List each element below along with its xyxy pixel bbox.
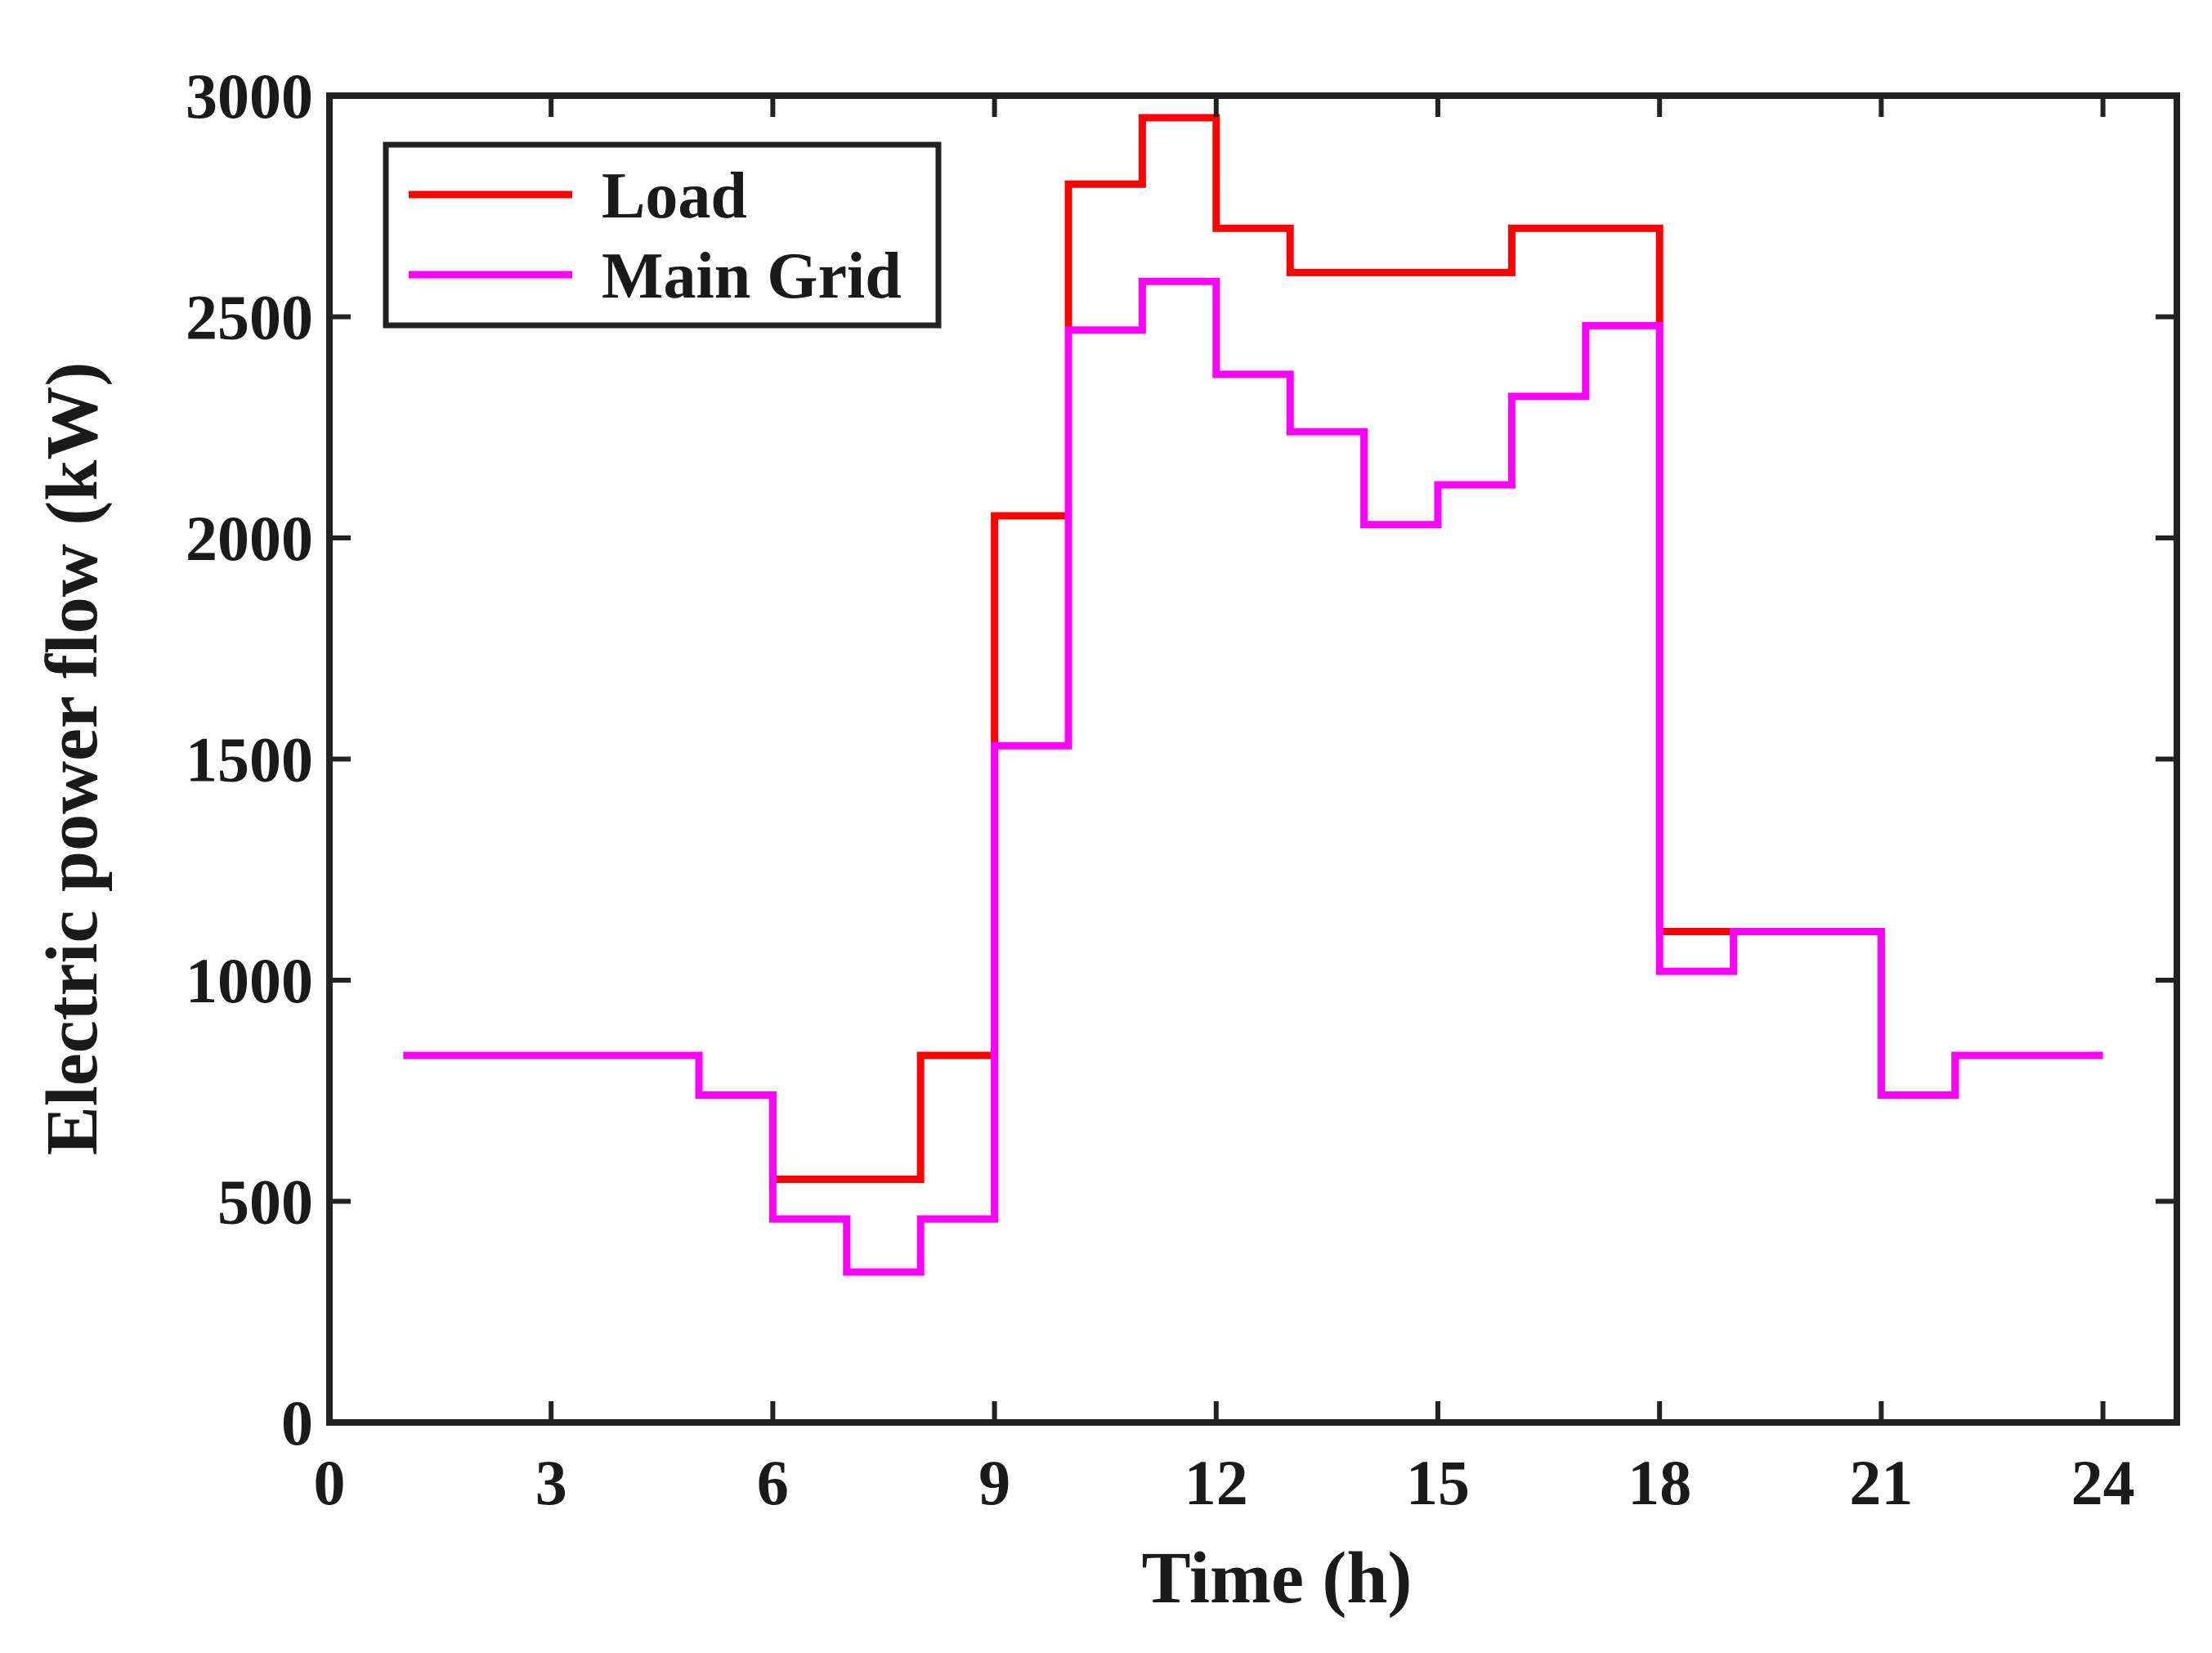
x-axis-title: Time (h): [1142, 1538, 1413, 1619]
x-tick-label: 24: [2071, 1447, 2135, 1518]
y-tick-label: 0: [281, 1387, 313, 1458]
x-tick-label: 0: [314, 1447, 346, 1518]
y-tick-label: 3000: [186, 60, 313, 132]
x-tick-label: 3: [535, 1447, 567, 1518]
y-tick-label: 500: [217, 1167, 313, 1238]
y-tick-label: 2500: [186, 282, 313, 353]
series-line-main-grid: [403, 277, 2103, 1276]
series-layer: [403, 114, 2103, 1276]
labels-layer: 0 3 6 9 12 15 18 21 24 0 500 1000 1500 2000 2500 3000: [186, 60, 2135, 1518]
legend-label-load: Load: [602, 160, 747, 232]
y-tick-label: 1500: [186, 724, 313, 795]
x-tick-label: 6: [757, 1447, 789, 1518]
x-tick-label: 9: [978, 1447, 1010, 1518]
ticks-layer: [327, 93, 2177, 1425]
y-tick-label: 1000: [186, 945, 313, 1016]
x-tick-label: 21: [1849, 1447, 1913, 1518]
y-axis-title: Electric power flow (kW): [32, 362, 113, 1156]
legend: Load Main Grid: [383, 141, 942, 329]
y-tick-label: 2000: [186, 503, 313, 574]
x-tick-label: 12: [1184, 1447, 1248, 1518]
x-tick-label: 15: [1406, 1447, 1470, 1518]
legend-box: [383, 141, 942, 329]
x-tick-label: 18: [1628, 1447, 1691, 1518]
legend-label-main-grid: Main Grid: [602, 240, 902, 312]
